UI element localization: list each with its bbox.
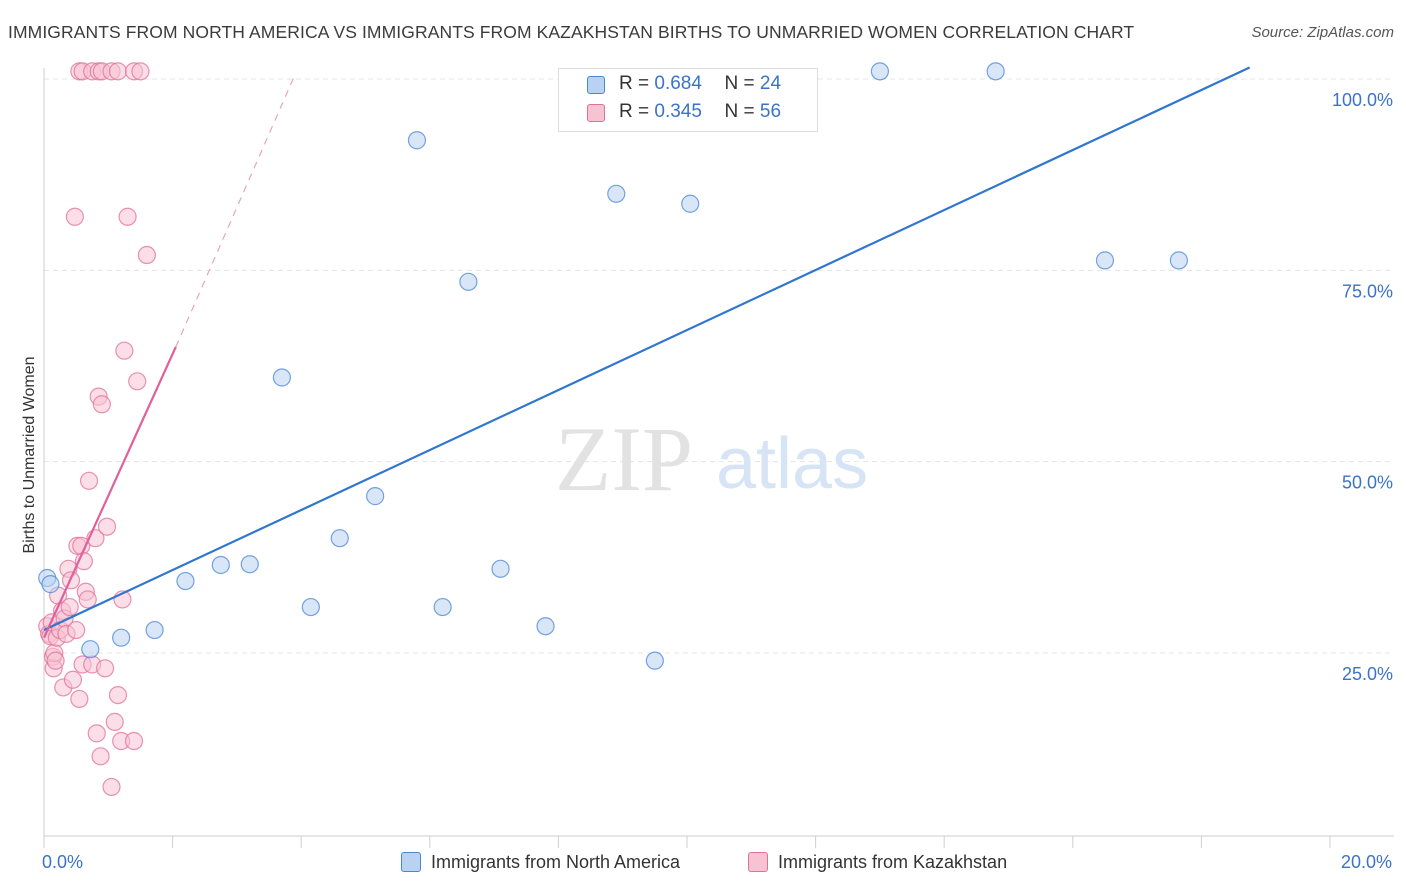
north-america-point-21: [986, 62, 1005, 81]
bottom-legend-swatch-kazakhstan: [748, 852, 768, 872]
bottom-legend-label-kazakhstan: Immigrants from Kazakhstan: [778, 852, 1008, 872]
north-america-point-22: [1095, 251, 1115, 270]
kazakhstan-point-19: [65, 207, 84, 226]
north-america-trendline: [43, 66, 1251, 632]
x-tick-max: 20.0%: [1340, 852, 1392, 872]
kazakhstan-point-48: [108, 685, 128, 705]
legend-swatch-kazakhstan: [587, 104, 605, 122]
north-america-point-7: [240, 555, 259, 574]
north-america-point-1: [41, 575, 60, 594]
kazakhstan-point-7: [46, 651, 65, 670]
kazakhstan-point-35: [95, 659, 115, 678]
n-label: N =: [724, 73, 755, 94]
chart-title: IMMIGRANTS FROM NORTH AMERICA VS IMMIGRA…: [8, 22, 1135, 42]
bottom-legend-label-north-america: Immigrants from North America: [431, 852, 681, 872]
north-america-point-2: [81, 640, 100, 659]
r-value-kazakhstan: 0.345: [654, 101, 702, 122]
north-america-point-3: [112, 628, 131, 647]
r-label: R =: [619, 73, 650, 94]
bottom-legend-kazakhstan: Immigrants from Kazakhstan: [748, 852, 1007, 873]
kazakhstan-point-34: [92, 395, 111, 414]
kazakhstan-point-28: [79, 471, 99, 490]
y-tick-label-3: 100.0%: [1332, 90, 1393, 110]
watermark-zip: ZIP: [555, 408, 693, 510]
x-tick-min: 0.0%: [42, 852, 84, 872]
kazakhstan-point-27: [78, 590, 97, 609]
kazakhstan-point-20: [67, 620, 86, 640]
north-america-points: [38, 62, 1188, 670]
north-america-point-19: [681, 194, 700, 213]
watermark-atlas: atlas: [716, 424, 868, 504]
north-america-point-16: [536, 617, 555, 636]
north-america-point-18: [645, 651, 664, 670]
kazakhstan-trendline-extension: [175, 74, 296, 348]
north-america-point-5: [176, 571, 195, 591]
kazakhstan-points: [38, 62, 156, 797]
north-america-point-9: [301, 597, 320, 617]
kazakhstan-point-31: [87, 724, 106, 743]
north-america-point-15: [491, 559, 510, 578]
north-america-point-13: [433, 597, 452, 617]
north-america-point-20: [870, 62, 890, 81]
north-america-point-12: [407, 131, 427, 150]
grid-layer: [44, 78, 1394, 654]
north-america-point-23: [1169, 251, 1188, 270]
kazakhstan-point-46: [102, 777, 121, 797]
kazakhstan-point-51: [115, 341, 134, 360]
north-america-point-4: [145, 620, 164, 640]
kazakhstan-point-55: [137, 245, 156, 265]
north-america-point-10: [330, 529, 349, 548]
north-america-point-11: [366, 487, 385, 506]
kazakhstan-point-33: [91, 747, 110, 766]
trend-layer: [42, 66, 1251, 639]
kazakhstan-point-22: [70, 689, 89, 709]
bottom-legend-swatch-north-america: [401, 852, 421, 872]
r-value-north-america: 0.684: [654, 73, 702, 94]
north-america-point-6: [211, 555, 230, 575]
kazakhstan-point-54: [128, 372, 147, 391]
y-tick-label-2: 75.0%: [1342, 281, 1393, 301]
kazakhstan-point-36: [97, 517, 117, 536]
kazakhstan-point-43: [108, 62, 128, 81]
n-label: N =: [724, 101, 755, 122]
r-label: R =: [619, 101, 650, 122]
kazakhstan-point-47: [105, 712, 124, 731]
north-america-point-8: [272, 368, 292, 387]
kazakhstan-point-52: [118, 207, 137, 226]
y-tick-label-1: 50.0%: [1342, 473, 1393, 493]
north-america-point-14: [459, 272, 478, 291]
watermark-layer: ZIP atlas: [555, 408, 868, 510]
kazakhstan-point-18: [63, 670, 83, 689]
bottom-legend-north-america: Immigrants from North America: [401, 852, 680, 873]
kazakhstan-point-53: [124, 731, 144, 751]
kazakhstan-trendline: [42, 346, 177, 639]
y-tick-labels: 25.0% 50.0% 75.0% 100.0%: [1332, 90, 1393, 684]
y-tick-label-0: 25.0%: [1342, 664, 1393, 684]
kazakhstan-point-16: [60, 597, 79, 617]
n-value-kazakhstan: 56: [759, 101, 782, 122]
north-america-point-17: [607, 184, 626, 203]
kazakhstan-point-45: [131, 62, 150, 81]
axis-layer: [43, 68, 1394, 848]
stats-legend: R = 0.684 N = 24 R = 0.345 N = 56: [558, 68, 818, 132]
chart-source: Source: ZipAtlas.com: [1251, 24, 1394, 41]
n-value-north-america: 24: [759, 73, 782, 94]
legend-swatch-north-america: [587, 76, 605, 94]
